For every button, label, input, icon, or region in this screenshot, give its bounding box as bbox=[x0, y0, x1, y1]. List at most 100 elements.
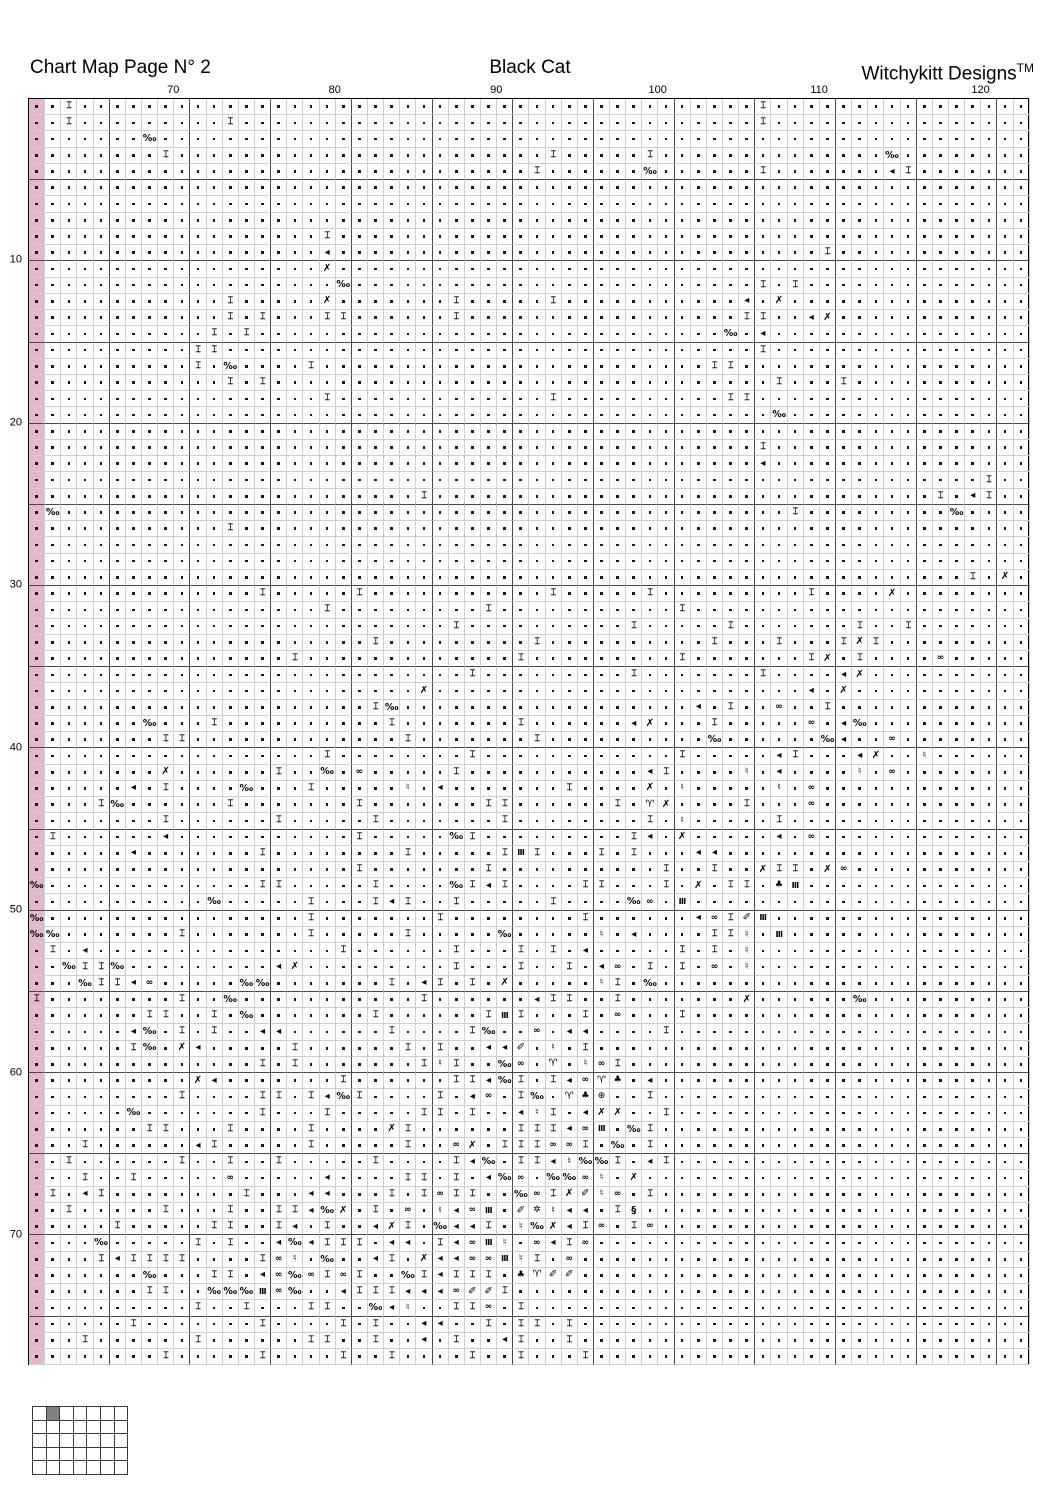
chart-cell[interactable]: ‰ bbox=[723, 326, 740, 343]
chart-cell[interactable]: ‰ bbox=[819, 732, 837, 749]
chart-cell[interactable] bbox=[577, 537, 594, 554]
chart-cell[interactable] bbox=[61, 683, 78, 700]
chart-cell[interactable] bbox=[787, 439, 804, 457]
chart-cell[interactable] bbox=[755, 131, 772, 148]
chart-cell[interactable] bbox=[932, 358, 950, 375]
chart-cell[interactable] bbox=[206, 391, 223, 408]
chart-cell[interactable] bbox=[981, 293, 998, 311]
chart-cell[interactable] bbox=[577, 569, 594, 587]
chart-cell[interactable] bbox=[593, 618, 611, 635]
chart-cell[interactable] bbox=[29, 163, 46, 181]
chart-cell[interactable] bbox=[852, 521, 869, 538]
chart-cell[interactable] bbox=[254, 196, 272, 213]
chart-cell[interactable] bbox=[706, 261, 724, 278]
chart-cell[interactable] bbox=[29, 504, 46, 522]
chart-cell[interactable] bbox=[238, 618, 255, 635]
chart-cell[interactable] bbox=[400, 456, 417, 473]
chart-cell[interactable] bbox=[29, 456, 46, 473]
chart-cell[interactable] bbox=[787, 732, 804, 749]
chart-cell[interactable] bbox=[932, 586, 950, 603]
chart-cell[interactable] bbox=[529, 212, 546, 229]
chart-cell[interactable] bbox=[77, 358, 94, 375]
chart-cell[interactable] bbox=[819, 196, 837, 213]
chart-cell[interactable] bbox=[158, 618, 175, 635]
chart-cell[interactable] bbox=[965, 650, 982, 668]
chart-cell[interactable] bbox=[416, 715, 433, 733]
chart-cell[interactable] bbox=[45, 196, 62, 213]
chart-cell[interactable] bbox=[206, 602, 223, 619]
chart-cell[interactable] bbox=[739, 667, 756, 684]
chart-cell[interactable] bbox=[29, 261, 46, 278]
chart-cell[interactable] bbox=[674, 472, 691, 489]
chart-cell[interactable] bbox=[1013, 180, 1030, 197]
chart-cell[interactable] bbox=[271, 521, 288, 538]
chart-cell[interactable] bbox=[367, 715, 385, 733]
chart-cell[interactable] bbox=[626, 261, 643, 278]
chart-cell[interactable] bbox=[287, 326, 304, 343]
chart-cell[interactable] bbox=[109, 212, 126, 229]
chart-cell[interactable] bbox=[416, 732, 433, 749]
chart-cell[interactable] bbox=[997, 261, 1014, 278]
chart-cell[interactable] bbox=[723, 650, 740, 668]
chart-cell[interactable] bbox=[787, 212, 804, 229]
chart-cell[interactable] bbox=[836, 423, 853, 440]
chart-cell[interactable] bbox=[222, 407, 239, 424]
chart-cell[interactable]: ⌶ bbox=[674, 650, 691, 668]
chart-cell[interactable] bbox=[819, 423, 837, 440]
chart-cell[interactable] bbox=[45, 537, 62, 554]
chart-cell[interactable] bbox=[932, 456, 950, 473]
chart-cell[interactable] bbox=[400, 115, 417, 132]
chart-cell[interactable] bbox=[981, 163, 998, 181]
chart-cell[interactable] bbox=[222, 391, 239, 408]
chart-cell[interactable] bbox=[626, 342, 643, 359]
chart-cell[interactable] bbox=[900, 407, 917, 424]
chart-cell[interactable]: ⌶ bbox=[626, 667, 643, 684]
chart-cell[interactable] bbox=[416, 326, 433, 343]
chart-cell[interactable] bbox=[335, 650, 352, 668]
chart-cell[interactable] bbox=[335, 147, 352, 164]
chart-cell[interactable] bbox=[819, 228, 837, 246]
chart-cell[interactable] bbox=[723, 163, 740, 181]
chart-cell[interactable] bbox=[529, 537, 546, 554]
chart-cell[interactable] bbox=[367, 521, 385, 538]
chart-cell[interactable] bbox=[706, 699, 724, 716]
chart-cell[interactable] bbox=[45, 277, 62, 294]
chart-cell[interactable] bbox=[125, 618, 142, 635]
chart-cell[interactable] bbox=[206, 472, 223, 489]
chart-cell[interactable] bbox=[642, 569, 659, 587]
chart-cell[interactable] bbox=[174, 342, 191, 359]
chart-cell[interactable] bbox=[158, 99, 175, 116]
chart-cell[interactable] bbox=[206, 163, 223, 181]
chart-cell[interactable] bbox=[206, 537, 223, 554]
chart-cell[interactable] bbox=[545, 374, 562, 392]
chart-cell[interactable] bbox=[932, 180, 950, 197]
chart-cell[interactable] bbox=[45, 180, 62, 197]
chart-cell[interactable] bbox=[577, 423, 594, 440]
chart-cell[interactable] bbox=[513, 147, 530, 164]
chart-cell[interactable] bbox=[771, 310, 788, 327]
chart-cell[interactable] bbox=[561, 683, 578, 700]
chart-cell[interactable] bbox=[206, 358, 223, 375]
chart-cell[interactable] bbox=[803, 472, 820, 489]
chart-cell[interactable] bbox=[254, 99, 272, 116]
chart-cell[interactable] bbox=[787, 99, 804, 116]
chart-cell[interactable] bbox=[981, 650, 998, 668]
chart-cell[interactable] bbox=[803, 261, 820, 278]
chart-cell[interactable] bbox=[158, 358, 175, 375]
chart-cell[interactable] bbox=[109, 715, 126, 733]
chart-cell[interactable] bbox=[561, 618, 578, 635]
chart-cell[interactable] bbox=[497, 131, 514, 148]
chart-cell[interactable] bbox=[852, 326, 869, 343]
chart-cell[interactable] bbox=[836, 456, 853, 473]
chart-cell[interactable] bbox=[93, 439, 110, 457]
chart-cell[interactable] bbox=[723, 667, 740, 684]
chart-cell[interactable] bbox=[642, 261, 659, 278]
chart-cell[interactable] bbox=[916, 667, 933, 684]
chart-cell[interactable] bbox=[561, 326, 578, 343]
chart-cell[interactable] bbox=[771, 537, 788, 554]
chart-cell[interactable] bbox=[464, 228, 481, 246]
chart-cell[interactable] bbox=[141, 326, 159, 343]
chart-cell[interactable] bbox=[77, 618, 94, 635]
chart-cell[interactable] bbox=[949, 423, 966, 440]
chart-cell[interactable] bbox=[932, 553, 950, 570]
